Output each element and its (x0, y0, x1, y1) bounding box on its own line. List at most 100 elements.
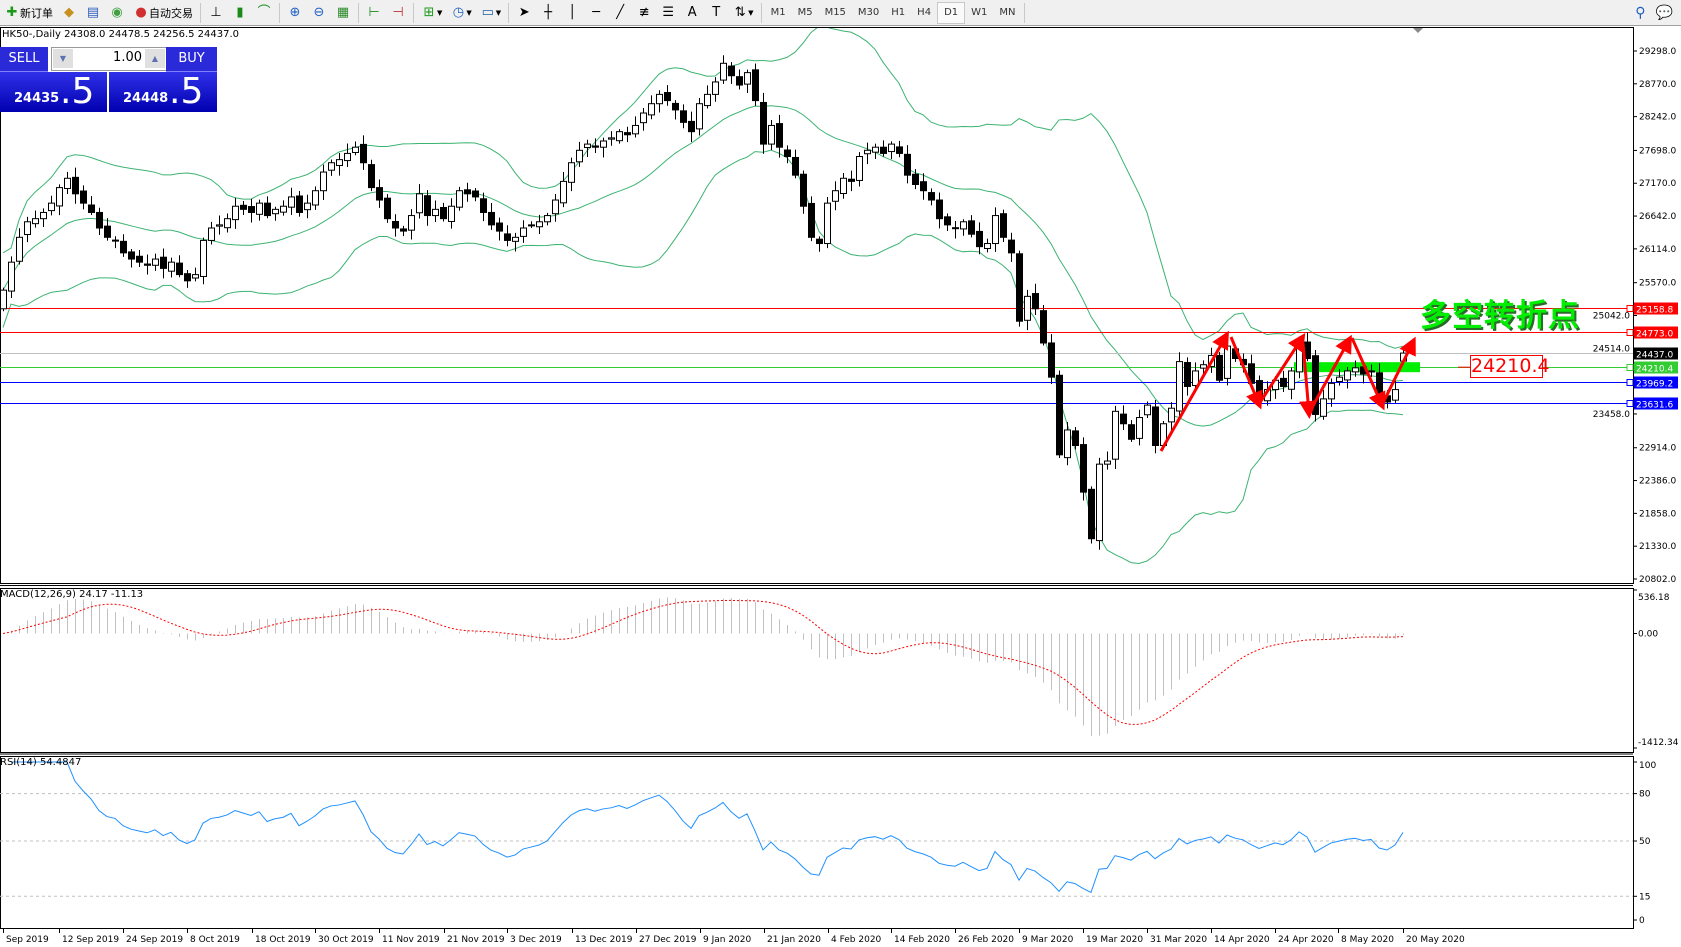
new-order-button[interactable]: ✚ 新订单 (0, 2, 57, 24)
buy-price[interactable]: 24448 .5 (109, 72, 217, 112)
auto-trading-button[interactable]: ● 自动交易 (129, 2, 197, 24)
candle (888, 141, 895, 160)
date-axis-label: 11 Nov 2019 (382, 935, 440, 945)
fibonacci-button[interactable]: ≢ (632, 2, 656, 24)
bear-candle-body (1016, 253, 1023, 322)
bull-candle-body (656, 93, 663, 105)
bear-candle-body (400, 228, 407, 232)
price-axis-label: 24514.0 (1593, 344, 1630, 354)
line-chart-button[interactable]: ⌒ (252, 2, 276, 24)
auto-scroll-button[interactable]: ⊣ (386, 2, 410, 24)
bar-chart-button[interactable]: ⊥ (204, 2, 228, 24)
rsi-axis-label: 100 (1639, 761, 1656, 771)
price-tag (1634, 376, 1678, 389)
bull-candle-body (704, 93, 711, 107)
vertical-line-button[interactable]: │ (560, 2, 584, 24)
timeframe-w1[interactable]: W1 (971, 6, 988, 18)
crosshair-button[interactable]: ┼ (536, 2, 560, 24)
bull-candle-body (544, 215, 551, 223)
bear-candle-body (136, 255, 143, 263)
search-icon[interactable]: ⚲ (1635, 4, 1646, 21)
candle (920, 173, 927, 200)
candle (280, 200, 287, 216)
timeframe-m5[interactable]: M5 (797, 6, 813, 18)
date-axis-label: 27 Dec 2019 (639, 935, 697, 945)
indicators-button[interactable]: ⊞ ▼ (417, 2, 446, 24)
candle (928, 188, 935, 206)
chat-icon[interactable]: 💬 (1655, 4, 1673, 21)
candle (328, 159, 335, 176)
timeframe-d1[interactable]: D1 (937, 1, 966, 24)
tile-windows-button[interactable]: ▦ (331, 2, 355, 24)
channel-button[interactable]: ☰ (656, 2, 680, 24)
bull-candle-body (304, 202, 311, 211)
bull-candle-body (712, 81, 719, 95)
bear-candle-body (1056, 374, 1063, 456)
cursor-button[interactable]: ➤ (512, 2, 536, 24)
lot-increase-icon[interactable]: ▲ (145, 49, 165, 68)
navigator-button[interactable]: ▤ (81, 2, 105, 24)
line-chart-icon: ⌒ (257, 4, 271, 20)
timeframe-m1[interactable]: M1 (770, 6, 786, 18)
zoom-out-button[interactable]: ⊖ (307, 2, 331, 24)
candle (168, 257, 175, 278)
zoom-in-button[interactable]: ⊕ (283, 2, 307, 24)
toolbar-divider (760, 2, 762, 23)
signals-button[interactable]: ◉ (105, 2, 129, 24)
lot-decrease-icon[interactable]: ▼ (53, 49, 73, 68)
candle (680, 104, 687, 129)
bull-candle-body (200, 239, 207, 277)
bull-candle-body (584, 143, 591, 149)
candle (296, 190, 303, 217)
timeframe-h1[interactable]: H1 (891, 6, 906, 18)
sell-button[interactable]: SELL (0, 47, 48, 72)
bear-candle-body (680, 110, 687, 123)
text-button[interactable]: A (680, 2, 704, 24)
lot-size-input[interactable]: 1.00 (113, 50, 142, 65)
bear-candle-body (752, 69, 759, 102)
bear-candle-body (88, 204, 95, 213)
chart-shift-button[interactable]: ⊢ (362, 2, 386, 24)
arrows-button[interactable]: ⇅ ▼ (728, 2, 757, 24)
templates-icon: ▭ (481, 4, 494, 20)
sell-price[interactable]: 24435 .5 (0, 72, 107, 112)
price-axis-label: 27170.0 (1639, 179, 1676, 189)
periods-button[interactable]: ◷ ▼ (446, 2, 475, 24)
timeframe-m15[interactable]: M15 (824, 6, 846, 18)
candlestick-button[interactable]: ▮ (228, 2, 252, 24)
candle (248, 198, 255, 223)
bull-candle-body (8, 261, 15, 292)
cursor-icon: ➤ (518, 4, 530, 20)
candle (728, 62, 735, 84)
candlestick-icon: ▮ (236, 4, 244, 20)
candle (488, 202, 495, 230)
candle (1168, 402, 1175, 431)
text-icon: A (687, 4, 697, 20)
lot-size-stepper[interactable]: ▼ 1.00 ▲ (51, 47, 167, 71)
horizontal-line-button[interactable]: ─ (584, 2, 608, 24)
trendline-button[interactable]: ╱ (608, 2, 632, 24)
bull-candle-body (192, 274, 199, 279)
bull-candle-body (1224, 345, 1231, 379)
bear-candle-body (392, 220, 399, 229)
candle (1312, 349, 1319, 422)
timeframe-h4[interactable]: H4 (917, 6, 932, 18)
buy-button[interactable]: BUY (166, 47, 217, 72)
timeframe-m30[interactable]: M30 (857, 6, 880, 18)
trendline-icon: ╱ (616, 4, 625, 20)
text-label-button[interactable]: T (704, 2, 728, 24)
macd-axis-label: 536.18 (1638, 593, 1670, 603)
new-order-icon: ✚ (6, 4, 18, 20)
price-axis-label: 26114.0 (1639, 245, 1676, 255)
templates-button[interactable]: ▭ ▼ (481, 4, 502, 20)
bull-candle-body (1144, 404, 1151, 416)
candle (1224, 339, 1231, 386)
candle (1152, 400, 1159, 454)
macd-axis-label: 0.00 (1638, 629, 1658, 639)
market-watch-button[interactable]: ◆ (57, 2, 81, 24)
bull-candle-body (1328, 382, 1335, 400)
candle (376, 179, 383, 208)
timeframe-mn[interactable]: MN (999, 6, 1016, 18)
date-axis-label: 12 Sep 2019 (62, 935, 119, 945)
